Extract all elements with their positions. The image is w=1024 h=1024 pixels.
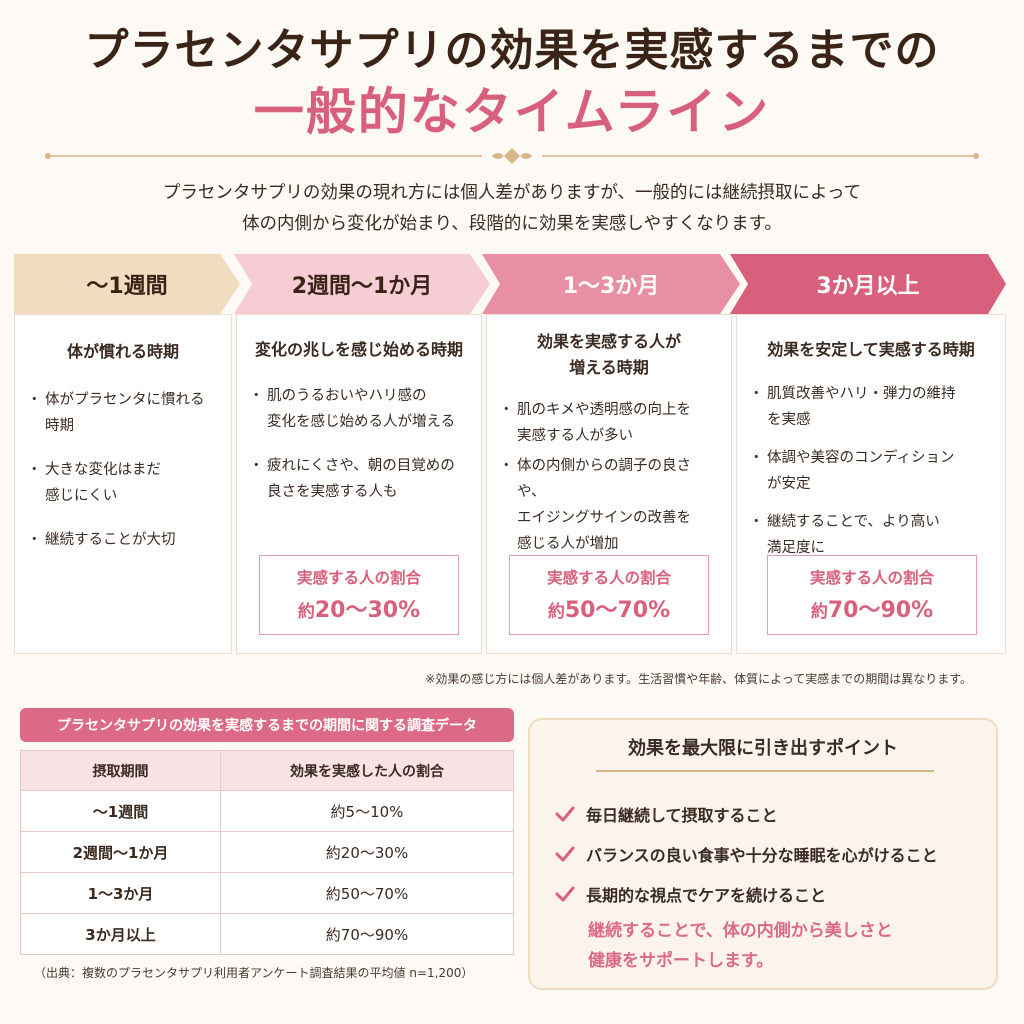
- bullet-item: 肌のうるおいやハリ感の 変化を感じ始める人が増える: [249, 383, 469, 435]
- bullet-item: 体がプラセンタに慣れる 時期: [27, 387, 219, 439]
- phase-title: 効果を実感する人が 増える時期: [536, 332, 681, 377]
- column-header: 摂取期間: [20, 750, 221, 791]
- bullet-item: 肌のキメや透明感の向上を 実感する人が多い: [499, 397, 719, 449]
- phase-header-month1: 2週間〜1か月: [234, 254, 490, 314]
- survey-title: プラセンタサプリの効果を実感するまでの期間に関する調査データ: [20, 708, 514, 742]
- survey-table: 摂取期間 効果を実感した人の割合 〜1週間 約5〜10% 2週間〜1か月 約20…: [20, 750, 514, 955]
- phase-title: 体が慣れる時期: [66, 342, 179, 361]
- phase-bullets: 肌質改善やハリ・弾力の維持 を実感 体調や美容のコンディション が安定 継続する…: [737, 381, 1005, 561]
- bullet-item: 体調や美容のコンディション が安定: [749, 445, 993, 497]
- bullet-item: 継続することで、より高い 満足度に: [749, 509, 993, 561]
- bullet-item: 大きな変化はまだ 感じにくい: [27, 457, 219, 509]
- table-cell: 〜1週間: [20, 790, 221, 832]
- table-cell: 2週間〜1か月: [20, 831, 221, 873]
- table-cell: 約50〜70%: [220, 872, 514, 914]
- phase-header-week1: 〜1週間: [14, 254, 240, 314]
- rate-box: 実感する人の割合 約50〜70%: [509, 555, 709, 635]
- phase-card-month1: 変化の兆しを感じ始める時期 肌のうるおいやハリ感の 変化を感じ始める人が増える …: [236, 314, 482, 654]
- bullet-item: 疲れにくさや、朝の目覚めの 良さを実感する人も: [249, 453, 469, 505]
- table-cell: 3か月以上: [20, 913, 221, 955]
- tip-item: 長期的な視点でケアを続けること: [554, 874, 938, 914]
- check-icon: [555, 886, 575, 902]
- phase-card-month3plus: 効果を安定して実感する時期 肌質改善やハリ・弾力の維持 を実感 体調や美容のコン…: [736, 314, 1006, 654]
- table-cell: 約5〜10%: [220, 790, 514, 832]
- phase-bullets: 肌のキメや透明感の向上を 実感する人が多い 体の内側からの調子の良さや、 エイジ…: [487, 397, 731, 557]
- table-row: 1〜3か月 約50〜70%: [20, 872, 514, 914]
- table-row: 〜1週間 約5〜10%: [20, 790, 514, 832]
- table-cell: 1〜3か月: [20, 872, 221, 914]
- table-header-row: 摂取期間 効果を実感した人の割合: [20, 750, 514, 791]
- check-icon: [555, 806, 575, 822]
- tips-underline: [596, 770, 934, 772]
- bullet-item: 肌質改善やハリ・弾力の維持 を実感: [749, 381, 993, 433]
- bullet-item: 継続することが大切: [27, 527, 219, 553]
- phase-title: 効果を安定して実感する時期: [767, 340, 975, 359]
- tips-closing-text: 継続することで、体の内側から美しさと 健康をサポートします。: [588, 921, 893, 971]
- table-row: 3か月以上 約70〜90%: [20, 913, 514, 955]
- table-row: 2週間〜1か月 約20〜30%: [20, 831, 514, 873]
- phase-card-week1: 体が慣れる時期 体がプラセンタに慣れる 時期 大きな変化はまだ 感じにくい 継続…: [14, 314, 232, 654]
- table-cell: 約70〜90%: [220, 913, 514, 955]
- table-cell: 約20〜30%: [220, 831, 514, 873]
- phase-card-month3: 効果を実感する人が 増える時期 肌のキメや透明感の向上を 実感する人が多い 体の…: [486, 314, 732, 654]
- survey-source: （出典：複数のプラセンタサプリ利用者アンケート調査結果の平均値 n=1,200）: [34, 966, 474, 980]
- bullet-item: 体の内側からの調子の良さや、 エイジングサインの改善を 感じる人が増加: [499, 453, 719, 557]
- column-header: 効果を実感した人の割合: [220, 750, 514, 791]
- tips-title: 効果を最大限に引き出すポイント: [628, 738, 898, 759]
- phase-header-month3plus: 3か月以上: [730, 254, 1006, 314]
- tips-list: 毎日継続して摂取すること バランスの良い食事や十分な睡眠を心がけること 長期的な…: [554, 794, 938, 914]
- phase-bullets: 肌のうるおいやハリ感の 変化を感じ始める人が増える 疲れにくさや、朝の目覚めの …: [237, 383, 481, 505]
- phase-title: 変化の兆しを感じ始める時期: [254, 340, 463, 359]
- tips-box: 効果を最大限に引き出すポイント 毎日継続して摂取すること バランスの良い食事や十…: [528, 718, 998, 990]
- check-icon: [555, 846, 575, 862]
- tip-item: バランスの良い食事や十分な睡眠を心がけること: [554, 834, 938, 874]
- rate-box: 実感する人の割合 約70〜90%: [767, 555, 977, 635]
- phase-header-month3: 1〜3か月: [482, 254, 740, 314]
- intro-text: プラセンタサプリの効果の現れ方には個人差がありますが、一般的には継続摂取によって…: [162, 183, 862, 234]
- phase-bullets: 体がプラセンタに慣れる 時期 大きな変化はまだ 感じにくい 継続することが大切: [15, 387, 231, 553]
- disclaimer-note: ※効果の感じ方には個人差があります。生活習慣や年齢、体質によって実感までの期間は…: [425, 672, 972, 686]
- page-subtitle: 一般的なタイムライン: [253, 82, 771, 141]
- page-title: プラセンタサプリの効果を実感するまでの: [84, 25, 940, 76]
- ornament-divider: [45, 148, 979, 164]
- rate-box: 実感する人の割合 約20〜30%: [259, 555, 459, 635]
- tip-item: 毎日継続して摂取すること: [554, 794, 938, 834]
